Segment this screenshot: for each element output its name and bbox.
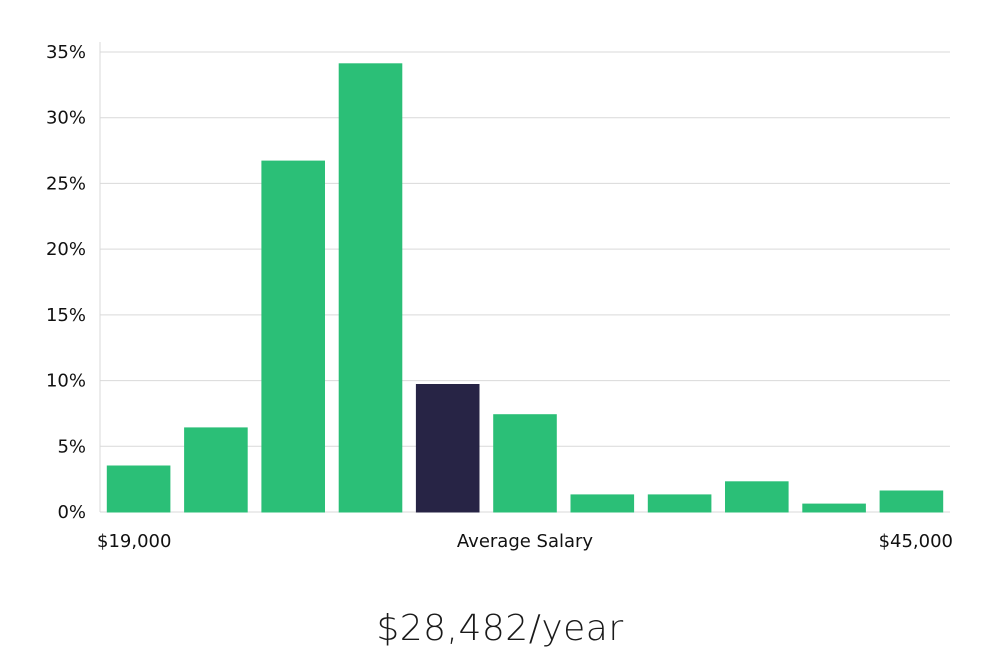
average-salary-caption: $28,482/year [376,608,624,649]
y-tick-label: 20% [46,239,86,260]
y-tick-label: 10% [46,371,86,392]
bar-highlighted [415,384,480,513]
y-tick-label: 0% [57,502,86,523]
x-label-min: $19,000 [97,531,171,552]
x-label-max: $45,000 [879,531,953,552]
bar [725,481,789,513]
bar [802,503,866,513]
bars [106,63,944,513]
y-tick-label: 25% [46,173,86,194]
y-tick-label: 5% [57,436,86,457]
bar [184,427,248,513]
bar [338,63,403,513]
bar [570,494,635,513]
y-axis-ticks: 0% 5% 10% 15% 20% 25% 30% 35% [46,42,86,523]
y-tick-label: 15% [46,305,86,326]
bar [879,490,944,513]
y-tick-label: 35% [46,42,86,63]
x-label-average: Average Salary [457,531,594,552]
bar [261,160,325,513]
bar [493,414,557,513]
bar [106,465,171,513]
y-tick-label: 30% [46,108,86,129]
bar [647,494,712,513]
